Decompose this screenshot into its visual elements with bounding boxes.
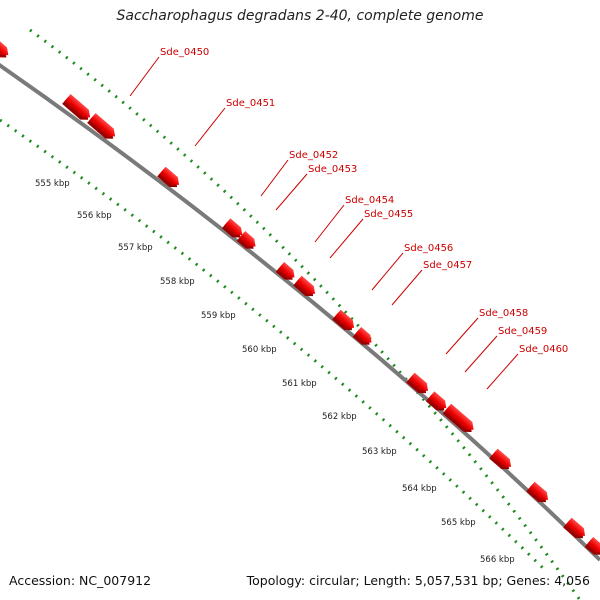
gene-feature-arrow — [223, 218, 243, 236]
gene-feature-arrow — [408, 372, 429, 391]
scale-label: 559 kbp — [201, 311, 236, 321]
gene-feature-arrow — [354, 326, 372, 343]
gene-feature-arrow — [238, 230, 256, 247]
scale-label: 566 kbp — [480, 555, 515, 565]
gene-label[interactable]: Sde_0456 — [404, 243, 453, 254]
gene-leader-line — [371, 252, 404, 291]
gene-feature-arrow — [0, 38, 9, 56]
gene-feature[interactable] — [275, 261, 298, 284]
gene-leader-line — [391, 269, 423, 306]
gene-feature[interactable] — [526, 481, 551, 506]
scale-label: 556 kbp — [77, 211, 112, 221]
gene-feature-arrow — [565, 517, 586, 536]
gene-feature-arrow — [491, 448, 512, 467]
gene-feature-arrow — [427, 391, 447, 409]
gene-feature-arrow — [444, 403, 474, 430]
scale-label: 565 kbp — [441, 518, 476, 528]
gene-feature-arrow — [64, 94, 91, 118]
scale-label: 563 kbp — [362, 447, 397, 457]
gene-feature[interactable] — [87, 113, 118, 142]
gene-leader-line — [314, 204, 345, 243]
gene-feature[interactable] — [442, 403, 477, 436]
gene-label[interactable]: Sde_0454 — [345, 195, 394, 206]
scale-label: 557 kbp — [118, 243, 153, 253]
gene-label[interactable]: Sde_0460 — [519, 344, 568, 355]
scale-label: 560 kbp — [242, 345, 277, 355]
gene-feature[interactable] — [221, 218, 246, 241]
gene-labels: Sde_0450 Sde_0451 Sde_0452 Sde_0453 Sde_0454… — [160, 47, 568, 355]
scale-label: 555 kbp — [35, 179, 70, 189]
gene-leader-line — [260, 159, 289, 197]
gene-features — [0, 38, 600, 559]
gene-feature[interactable] — [489, 448, 514, 473]
scale-labels: 555 kbp 556 kbp 557 kbp 558 kbp 559 kbp 560 k… — [35, 179, 515, 565]
gene-feature-arrow — [89, 113, 116, 137]
genome-summary-text: Topology: circular; Length: 5,057,531 bp… — [246, 573, 590, 588]
inner-tick-track — [0, 118, 547, 572]
gene-feature-arrow — [295, 275, 316, 294]
map-title: Saccharophagus degradans 2-40, complete … — [116, 8, 484, 24]
gene-feature[interactable] — [62, 94, 93, 123]
gene-label[interactable]: Sde_0458 — [479, 308, 528, 319]
gene-feature[interactable] — [563, 517, 588, 542]
gene-feature[interactable] — [352, 326, 375, 349]
gene-feature[interactable] — [584, 536, 600, 559]
gene-label[interactable]: Sde_0455 — [364, 209, 413, 220]
gene-leader-line — [329, 218, 364, 259]
gene-leader-line — [129, 56, 160, 97]
gene-feature[interactable] — [332, 309, 357, 334]
gene-leader-line — [464, 335, 498, 373]
accession-text: Accession: NC_007912 — [9, 573, 152, 588]
scale-label: 561 kbp — [282, 379, 317, 389]
scale-label: 562 kbp — [322, 412, 357, 422]
scale-label: 564 kbp — [402, 484, 437, 494]
gene-leader-line — [275, 173, 308, 211]
gene-feature-arrow — [277, 261, 295, 278]
gene-feature-arrow — [586, 536, 600, 553]
genome-backbone — [0, 63, 600, 562]
gene-label[interactable]: Sde_0450 — [160, 47, 209, 58]
gene-label[interactable]: Sde_0451 — [226, 98, 275, 109]
inner-tick-ring — [0, 118, 547, 572]
gene-feature-arrow — [334, 309, 355, 328]
gene-feature[interactable] — [236, 230, 259, 253]
gene-feature[interactable] — [425, 391, 450, 414]
gene-label[interactable]: Sde_0457 — [423, 260, 472, 271]
gene-feature-arrow — [528, 481, 549, 500]
gene-leader-line — [486, 353, 519, 390]
scale-label: 558 kbp — [160, 277, 195, 287]
gene-label[interactable]: Sde_0453 — [308, 164, 357, 175]
gene-label[interactable]: Sde_0452 — [289, 150, 338, 161]
gene-leader-line — [194, 107, 226, 147]
gene-label[interactable]: Sde_0459 — [498, 326, 547, 337]
gene-feature[interactable] — [0, 38, 12, 61]
gene-feature-arrow — [159, 166, 180, 185]
gene-leader-lines — [129, 56, 519, 390]
gene-feature[interactable] — [157, 166, 182, 191]
gene-leader-line — [445, 317, 479, 355]
gene-feature[interactable] — [293, 275, 318, 300]
gene-feature[interactable] — [406, 372, 431, 397]
